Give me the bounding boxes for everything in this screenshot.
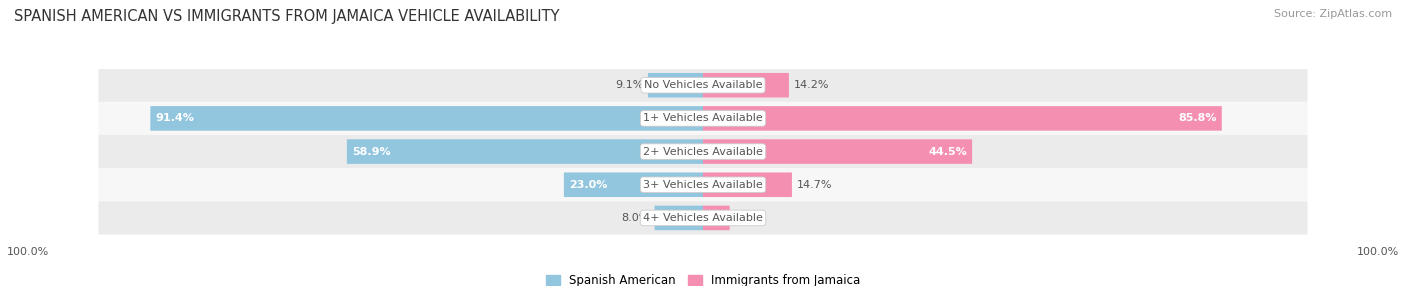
Text: 3+ Vehicles Available: 3+ Vehicles Available: [643, 180, 763, 190]
FancyBboxPatch shape: [564, 172, 703, 197]
Text: 4+ Vehicles Available: 4+ Vehicles Available: [643, 213, 763, 223]
Text: 1+ Vehicles Available: 1+ Vehicles Available: [643, 114, 763, 123]
Text: 14.7%: 14.7%: [797, 180, 832, 190]
Text: Source: ZipAtlas.com: Source: ZipAtlas.com: [1274, 9, 1392, 19]
Text: 8.0%: 8.0%: [621, 213, 650, 223]
FancyBboxPatch shape: [150, 106, 703, 131]
Text: 58.9%: 58.9%: [352, 147, 391, 156]
FancyBboxPatch shape: [703, 206, 730, 230]
FancyBboxPatch shape: [98, 201, 1308, 235]
Text: 14.2%: 14.2%: [793, 80, 830, 90]
Text: 85.8%: 85.8%: [1178, 114, 1218, 123]
FancyBboxPatch shape: [703, 139, 972, 164]
FancyBboxPatch shape: [98, 135, 1308, 168]
Text: No Vehicles Available: No Vehicles Available: [644, 80, 762, 90]
Text: 44.5%: 44.5%: [928, 147, 967, 156]
FancyBboxPatch shape: [98, 69, 1308, 102]
FancyBboxPatch shape: [98, 168, 1308, 201]
Text: 100.0%: 100.0%: [1357, 247, 1399, 257]
FancyBboxPatch shape: [98, 102, 1308, 135]
FancyBboxPatch shape: [703, 73, 789, 98]
Text: 2+ Vehicles Available: 2+ Vehicles Available: [643, 147, 763, 156]
FancyBboxPatch shape: [347, 139, 703, 164]
Legend: Spanish American, Immigrants from Jamaica: Spanish American, Immigrants from Jamaic…: [541, 269, 865, 286]
Text: 91.4%: 91.4%: [155, 114, 194, 123]
FancyBboxPatch shape: [655, 206, 703, 230]
Text: SPANISH AMERICAN VS IMMIGRANTS FROM JAMAICA VEHICLE AVAILABILITY: SPANISH AMERICAN VS IMMIGRANTS FROM JAMA…: [14, 9, 560, 23]
Text: 9.1%: 9.1%: [614, 80, 643, 90]
FancyBboxPatch shape: [703, 172, 792, 197]
Text: 4.4%: 4.4%: [734, 213, 763, 223]
Text: 100.0%: 100.0%: [7, 247, 49, 257]
Text: 23.0%: 23.0%: [569, 180, 607, 190]
FancyBboxPatch shape: [703, 106, 1222, 131]
FancyBboxPatch shape: [648, 73, 703, 98]
